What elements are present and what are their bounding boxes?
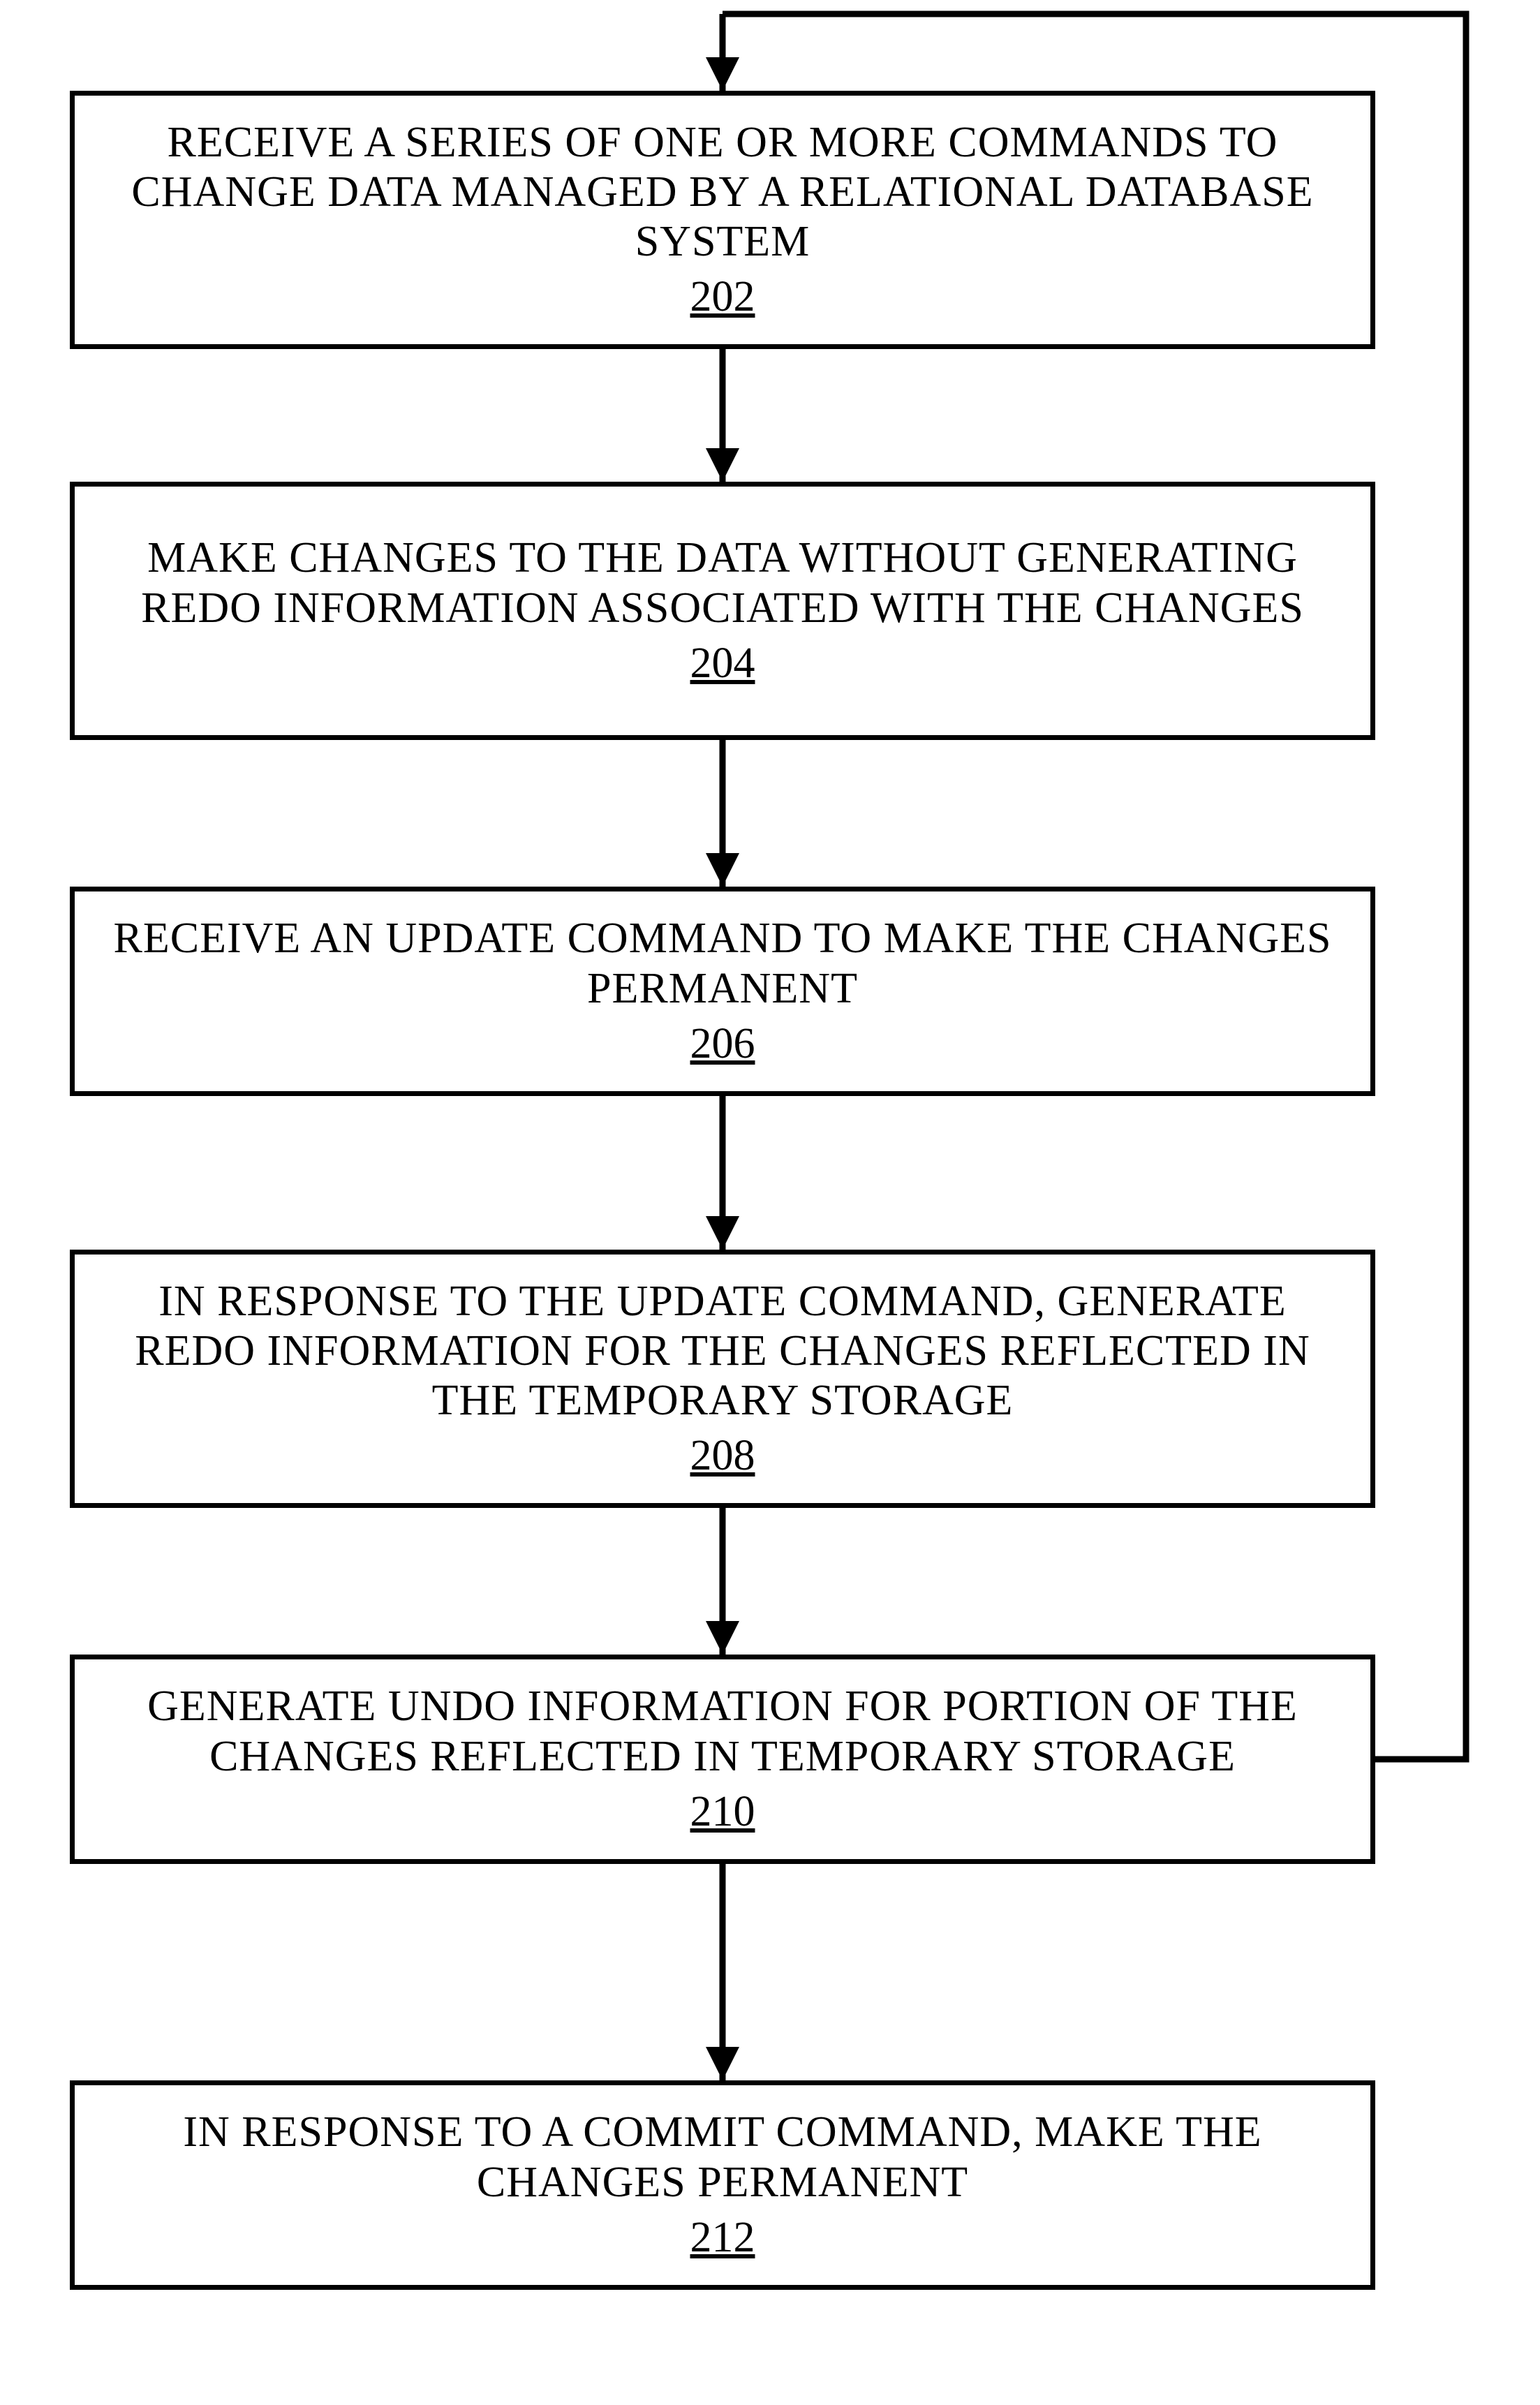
node-number: 202 — [690, 272, 755, 322]
node-number: 204 — [690, 639, 755, 688]
flow-node-204: MAKE CHANGES TO THE DATA WITHOUT GENERAT… — [70, 482, 1375, 740]
node-number: 206 — [690, 1019, 755, 1069]
node-text: GENERATE UNDO INFORMATION FOR PORTION OF… — [103, 1682, 1342, 1782]
node-number: 208 — [690, 1431, 755, 1481]
node-text: MAKE CHANGES TO THE DATA WITHOUT GENERAT… — [103, 533, 1342, 633]
edge-layer — [0, 0, 1540, 2405]
flowchart-canvas: RECEIVE A SERIES OF ONE OR MORE COMMANDS… — [0, 0, 1540, 2405]
node-text: RECEIVE AN UPDATE COMMAND TO MAKE THE CH… — [103, 914, 1342, 1014]
flow-node-206: RECEIVE AN UPDATE COMMAND TO MAKE THE CH… — [70, 887, 1375, 1096]
flow-node-202: RECEIVE A SERIES OF ONE OR MORE COMMANDS… — [70, 91, 1375, 349]
flow-node-210: GENERATE UNDO INFORMATION FOR PORTION OF… — [70, 1655, 1375, 1864]
node-text: IN RESPONSE TO THE UPDATE COMMAND, GENER… — [103, 1277, 1342, 1426]
flow-node-212: IN RESPONSE TO A COMMIT COMMAND, MAKE TH… — [70, 2080, 1375, 2290]
node-text: IN RESPONSE TO A COMMIT COMMAND, MAKE TH… — [103, 2108, 1342, 2207]
flow-node-208: IN RESPONSE TO THE UPDATE COMMAND, GENER… — [70, 1250, 1375, 1508]
node-number: 210 — [690, 1787, 755, 1837]
node-text: RECEIVE A SERIES OF ONE OR MORE COMMANDS… — [103, 118, 1342, 267]
node-number: 212 — [690, 2213, 755, 2263]
